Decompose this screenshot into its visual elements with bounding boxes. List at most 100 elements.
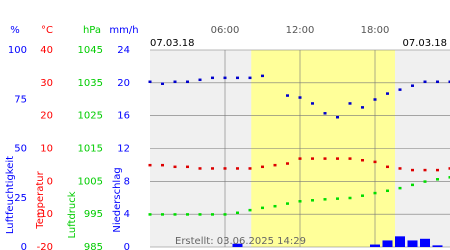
data-point	[298, 157, 302, 160]
data-point	[386, 189, 389, 193]
data-point	[373, 98, 377, 101]
data-point	[236, 167, 239, 170]
created-label: Erstellt: 03.06.2025 14:29	[175, 236, 306, 247]
bar	[395, 236, 405, 247]
data-point	[323, 112, 327, 115]
data-point	[148, 163, 152, 167]
data-point	[448, 167, 450, 170]
y-tick-label: 12	[117, 144, 130, 155]
data-point	[423, 180, 427, 183]
data-point	[436, 80, 439, 84]
axis-label: Luftfeuchtigkeit	[5, 156, 16, 234]
data-point	[211, 167, 214, 170]
data-point	[398, 88, 402, 91]
data-point	[336, 115, 339, 119]
y-tick-label: 995	[84, 209, 103, 220]
y-tick-label: 24	[117, 45, 130, 56]
bar	[370, 244, 380, 247]
axis-unit: %	[10, 25, 20, 36]
axis-label: Temperatur	[35, 170, 46, 229]
data-point	[448, 176, 450, 179]
data-point	[236, 76, 239, 80]
data-point	[148, 80, 152, 84]
y-tick-label: -20	[37, 242, 53, 250]
data-point	[423, 80, 427, 84]
data-point	[373, 191, 377, 195]
data-point	[411, 168, 414, 172]
data-point	[286, 162, 289, 165]
data-point	[436, 168, 439, 172]
data-point	[386, 92, 389, 95]
data-point	[411, 84, 414, 87]
data-point	[286, 94, 289, 97]
y-tick-label: 20	[117, 78, 130, 89]
data-point	[223, 213, 227, 216]
data-point	[186, 80, 189, 84]
bar	[407, 240, 418, 247]
bar	[420, 238, 430, 247]
axis-label: Niederschlag	[112, 167, 123, 232]
data-point	[198, 213, 202, 216]
data-point	[148, 213, 152, 216]
data-point	[261, 74, 264, 78]
data-point	[386, 165, 389, 169]
axis-label: Luftdruck	[67, 191, 78, 238]
data-point	[223, 167, 227, 170]
data-point	[336, 157, 339, 160]
data-point	[373, 160, 377, 164]
data-point	[311, 102, 314, 105]
y-tick-label: 100	[8, 45, 27, 56]
data-point	[298, 200, 302, 203]
data-point	[411, 183, 414, 187]
data-point	[348, 196, 352, 200]
date-label: 07.03.18	[150, 38, 195, 49]
data-point	[248, 167, 252, 170]
data-point	[211, 213, 214, 216]
data-point	[173, 213, 177, 216]
data-point	[211, 76, 214, 80]
data-point	[223, 76, 227, 80]
bar	[382, 240, 393, 247]
axis-unit: mm/h	[109, 25, 138, 36]
y-tick-label: 1015	[78, 144, 103, 155]
bar	[232, 243, 243, 247]
data-point	[186, 165, 189, 169]
data-point	[323, 157, 327, 160]
data-point	[161, 82, 164, 85]
data-point	[361, 106, 364, 109]
date-label: 07.03.18	[402, 38, 447, 49]
y-tick-label: 4	[124, 209, 130, 220]
data-point	[261, 206, 264, 210]
y-tick-label: 25	[14, 193, 27, 204]
y-tick-label: 16	[117, 111, 130, 122]
data-point	[311, 157, 314, 160]
y-tick-label: 8	[124, 176, 130, 187]
axis-unit: °C	[41, 25, 53, 36]
data-point	[398, 167, 402, 170]
data-point	[361, 194, 364, 197]
data-point	[198, 167, 202, 170]
x-tick-label: 12:00	[286, 25, 315, 36]
data-point	[161, 213, 164, 216]
data-point	[348, 157, 352, 160]
data-point	[273, 163, 277, 167]
data-point	[273, 204, 277, 208]
data-point	[298, 96, 302, 99]
data-point	[161, 163, 164, 167]
y-tick-label: 1005	[78, 176, 103, 187]
data-point	[198, 78, 202, 82]
data-point	[248, 208, 252, 212]
y-tick-label: 75	[14, 94, 27, 105]
y-tick-label: 20	[40, 111, 53, 122]
data-point	[423, 168, 427, 172]
data-point	[361, 158, 364, 162]
data-point	[448, 80, 450, 84]
x-tick-label: 18:00	[361, 25, 390, 36]
y-tick-label: 1035	[78, 78, 103, 89]
y-tick-label: 985	[84, 242, 103, 250]
y-tick-label: 30	[40, 78, 53, 89]
axis-unit: hPa	[83, 25, 101, 36]
y-tick-label: -10	[37, 209, 53, 220]
data-point	[348, 102, 352, 105]
